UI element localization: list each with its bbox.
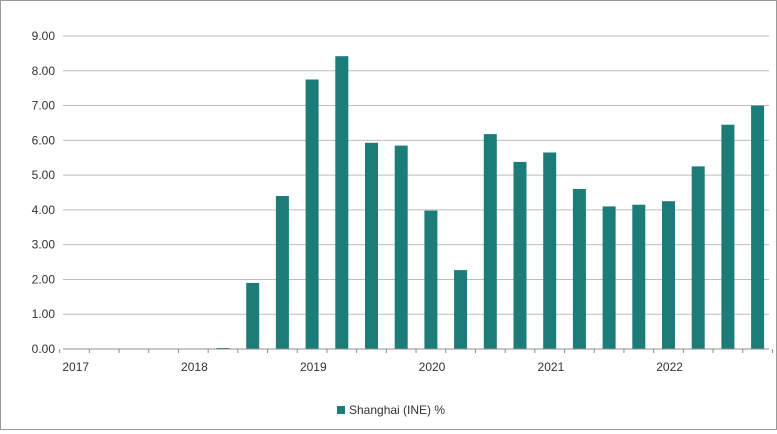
bar — [721, 124, 735, 349]
y-tick-label: 7.00 — [32, 99, 56, 113]
y-tick-label: 2.00 — [32, 272, 56, 286]
bar — [602, 206, 616, 349]
bar — [632, 204, 646, 349]
bar — [424, 210, 438, 349]
x-tick-label: 2020 — [419, 360, 446, 374]
y-tick-label: 4.00 — [32, 203, 56, 217]
y-tick-label: 3.00 — [32, 238, 56, 252]
legend-swatch — [337, 406, 345, 414]
bar — [662, 201, 675, 349]
bars — [216, 56, 765, 349]
bar — [751, 105, 765, 349]
bar — [691, 166, 705, 349]
y-tick-label: 6.00 — [32, 133, 56, 147]
bar — [513, 161, 527, 349]
bar — [454, 270, 468, 349]
x-tick-label: 2017 — [62, 360, 89, 374]
x-tick-label: 2018 — [181, 360, 208, 374]
y-tick-label: 9.00 — [32, 29, 56, 43]
x-tick-label: 2019 — [300, 360, 327, 374]
y-axis-ticks: 0.00 1.00 2.00 3.00 4.00 5.00 6.00 7.00 8.00 9.00 — [32, 29, 56, 356]
x-axis: 2017 2018 2019 2020 2021 2022 — [59, 348, 773, 374]
bar — [543, 152, 557, 349]
bar — [335, 56, 349, 349]
bar — [305, 79, 319, 349]
bar — [572, 189, 586, 349]
y-tick-label: 5.00 — [32, 168, 56, 182]
y-tick-label: 1.00 — [32, 307, 56, 321]
bar — [483, 134, 497, 349]
bar — [275, 196, 289, 349]
x-tick-label: 2022 — [656, 360, 683, 374]
x-tick-label: 2021 — [538, 360, 565, 374]
y-tick-label: 0.00 — [32, 342, 56, 356]
bar — [394, 145, 408, 349]
gridlines — [63, 35, 769, 315]
legend-label: Shanghai (INE) % — [349, 403, 445, 417]
y-tick-label: 8.00 — [32, 64, 56, 78]
bar — [246, 282, 260, 349]
legend: Shanghai (INE) % — [337, 403, 445, 417]
bar — [365, 142, 378, 349]
